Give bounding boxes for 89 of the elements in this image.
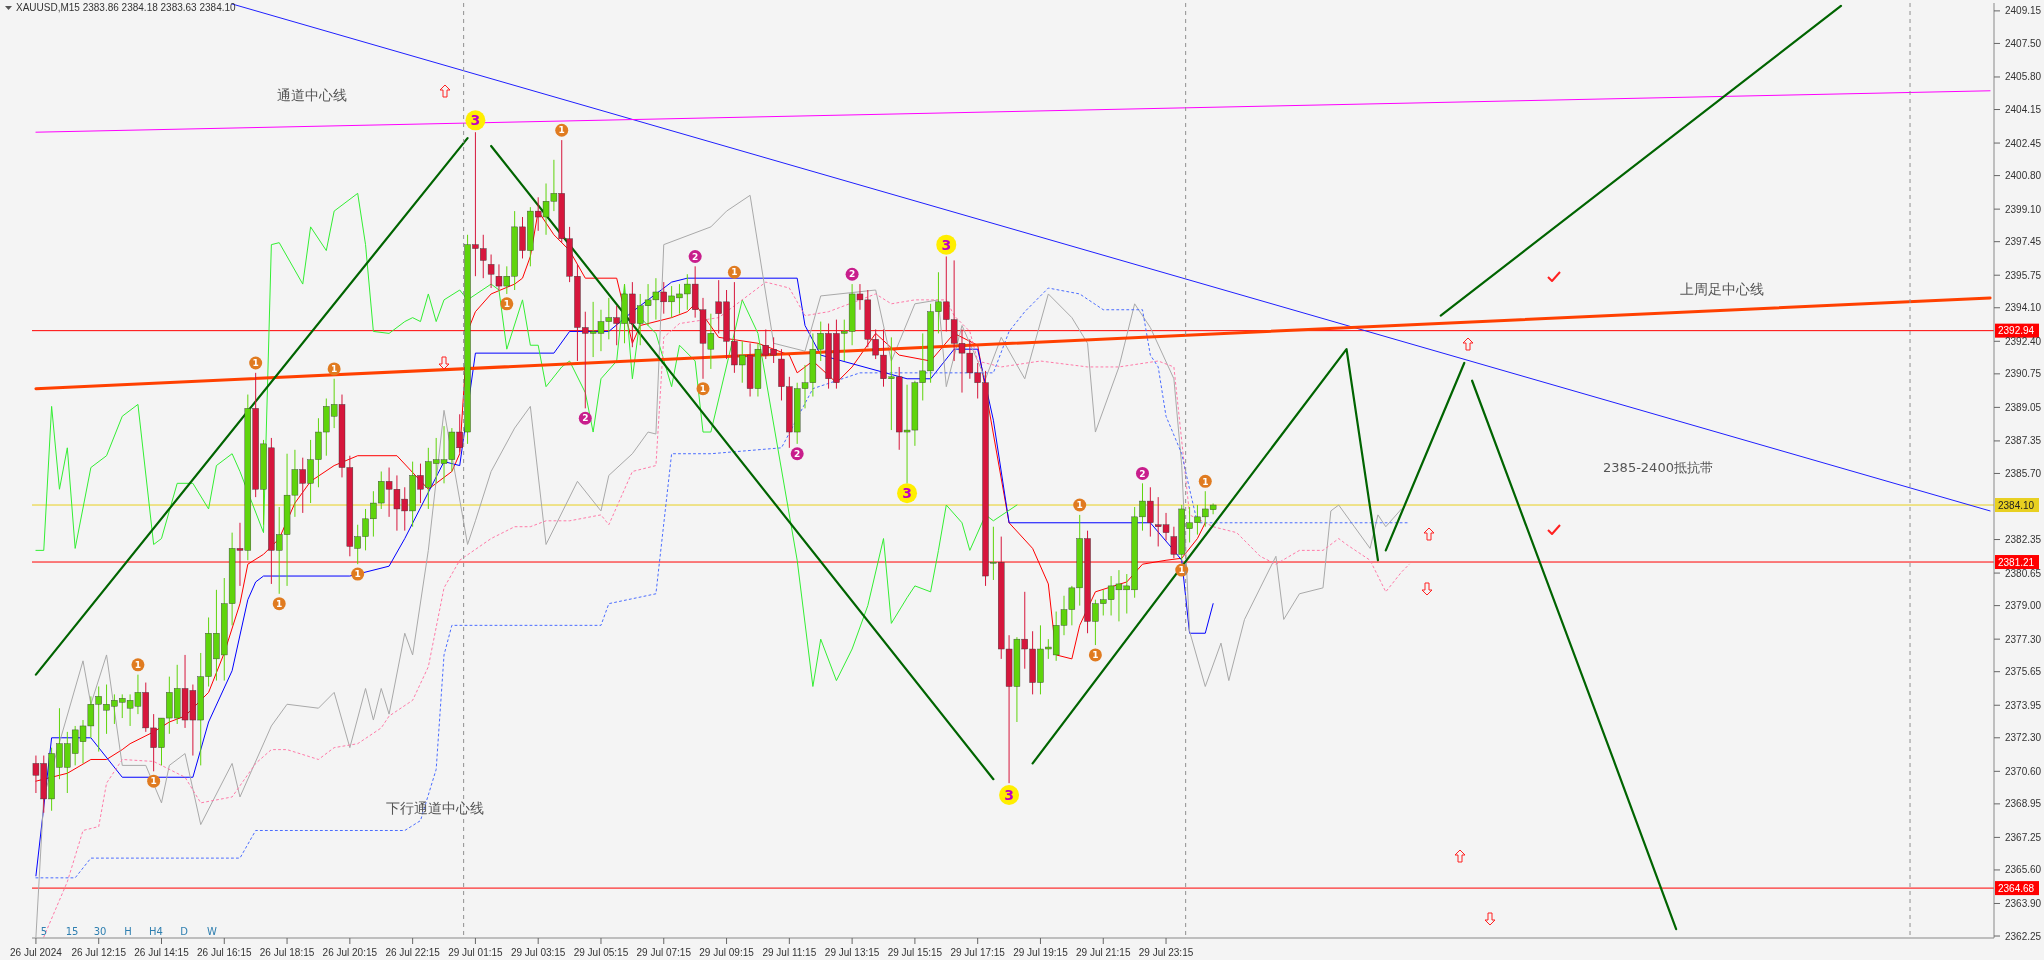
text: 1: [150, 776, 157, 787]
y-tick-label: 2379.00: [2005, 600, 2042, 612]
text: 3: [941, 236, 952, 253]
annotation: 30: [93, 925, 107, 937]
y-tick-label: 2385.70: [2005, 467, 2042, 479]
text: 2: [848, 269, 856, 280]
series-label: 2: [582, 413, 589, 424]
text: 1: [699, 383, 707, 394]
y-tick-label: 2390.75: [2005, 368, 2042, 380]
annotation: 上周足中心线: [1680, 280, 1764, 297]
x-tick-label: 26 Jul 18:15: [259, 947, 315, 958]
y-tick-label: 2387.35: [2005, 435, 2042, 447]
x-tick-label: 29 Jul 01:15: [448, 947, 504, 958]
y-tick-label: 2373.95: [2005, 699, 2042, 711]
ref-line-label: 2381.21: [1998, 556, 2035, 568]
text: 2: [1139, 468, 1146, 479]
y-tick-label: 2370.60: [2005, 765, 2042, 777]
text: 1: [731, 267, 738, 278]
annotation: H: [124, 925, 132, 937]
y-tick-label: 2409.15: [2005, 5, 2042, 17]
annotation: 下行通道中心线: [386, 799, 484, 816]
annotation: 通道中心线: [277, 86, 347, 103]
y-tick-label: 2400.80: [2005, 170, 2042, 182]
x-tick-label: 29 Jul 11:15: [762, 947, 817, 958]
x-tick-label: 29 Jul 13:15: [824, 947, 880, 958]
text: 1: [276, 598, 283, 609]
text: 1: [558, 125, 565, 136]
y-tick-label: 2395.75: [2005, 269, 2042, 281]
y-tick-label: 2375.65: [2005, 666, 2042, 678]
y-tick-label: 2368.95: [2005, 798, 2042, 810]
chart-title: XAUUSD,M15 2383.86 2384.18 2383.63 2384.10: [16, 2, 237, 13]
y-tick-label: 2363.90: [2005, 897, 2042, 909]
y-tick-label: 2394.10: [2005, 302, 2042, 314]
x-tick-label: 29 Jul 05:15: [573, 947, 629, 958]
text: 1: [354, 569, 361, 580]
x-tick-label: 29 Jul 15:15: [887, 947, 943, 958]
y-tick-label: 2372.30: [2005, 732, 2042, 744]
x-tick-label: 26 Jul 2024: [10, 947, 63, 958]
y-tick-label: 2382.35: [2005, 534, 2042, 546]
x-tick-label: 26 Jul 16:15: [197, 947, 252, 958]
series-label: 1: [1092, 650, 1099, 661]
text: 1: [252, 358, 259, 369]
ref-line-label: 2392.94: [1998, 325, 2035, 337]
annotation: 2385-2400抵抗带: [1603, 459, 1713, 475]
x-tick-label: 29 Jul 19:15: [1013, 947, 1069, 958]
annotation: 15: [65, 925, 79, 937]
candlestick: [487, 254, 495, 289]
x-tick-label: 29 Jul 21:15: [1076, 947, 1131, 958]
text: 2: [794, 448, 801, 459]
y-tick-label: 2392.40: [2005, 335, 2042, 347]
y-tick-label: 2404.15: [2005, 104, 2042, 116]
text: 1: [331, 364, 338, 375]
text: 3: [1004, 787, 1014, 804]
text: 2: [692, 251, 699, 262]
x-tick-label: 29 Jul 07:15: [636, 947, 692, 958]
annotation: W: [207, 925, 218, 937]
annotation: D: [180, 925, 189, 937]
ref-line-label: 2384.10: [1998, 499, 2035, 511]
x-tick-label: 29 Jul 17:15: [950, 947, 1006, 958]
y-tick-label: 2397.45: [2005, 236, 2042, 248]
line-series: [35, 192, 1018, 687]
y-tick-label: 2380.65: [2005, 567, 2042, 579]
y-tick-label: 2362.25: [2005, 930, 2042, 942]
x-tick-label: 29 Jul 03:15: [510, 947, 566, 958]
y-tick-label: 2407.50: [2005, 37, 2042, 49]
text: 1: [1178, 565, 1185, 576]
x-tick-label: 29 Jul 23:15: [1138, 947, 1194, 958]
y-tick-label: 2405.80: [2005, 71, 2042, 83]
series-label: 3: [470, 112, 481, 129]
x-tick-label: 26 Jul 22:15: [385, 947, 441, 958]
ref-line-label: 2364.68: [1998, 882, 2035, 894]
text: 1: [1202, 476, 1209, 487]
y-tick-label: 2389.05: [2005, 401, 2042, 413]
line-series: [35, 277, 1214, 877]
text: 3: [902, 485, 912, 502]
y-tick-label: 2399.10: [2005, 203, 2042, 215]
text: 1: [1076, 500, 1083, 511]
annotation: H4: [149, 925, 163, 937]
y-tick-label: 2377.30: [2005, 633, 2042, 645]
x-tick-label: 29 Jul 09:15: [699, 947, 755, 958]
text: 1: [134, 660, 142, 671]
y-tick-label: 2402.45: [2005, 137, 2042, 149]
y-tick-label: 2365.60: [2005, 864, 2042, 876]
x-tick-label: 26 Jul 14:15: [134, 947, 190, 958]
x-tick-label: 26 Jul 20:15: [322, 947, 378, 958]
text: 1: [503, 299, 510, 310]
y-tick-label: 2367.25: [2005, 831, 2042, 843]
annotation: 5: [40, 925, 48, 937]
x-tick-label: 26 Jul 12:15: [71, 947, 127, 958]
